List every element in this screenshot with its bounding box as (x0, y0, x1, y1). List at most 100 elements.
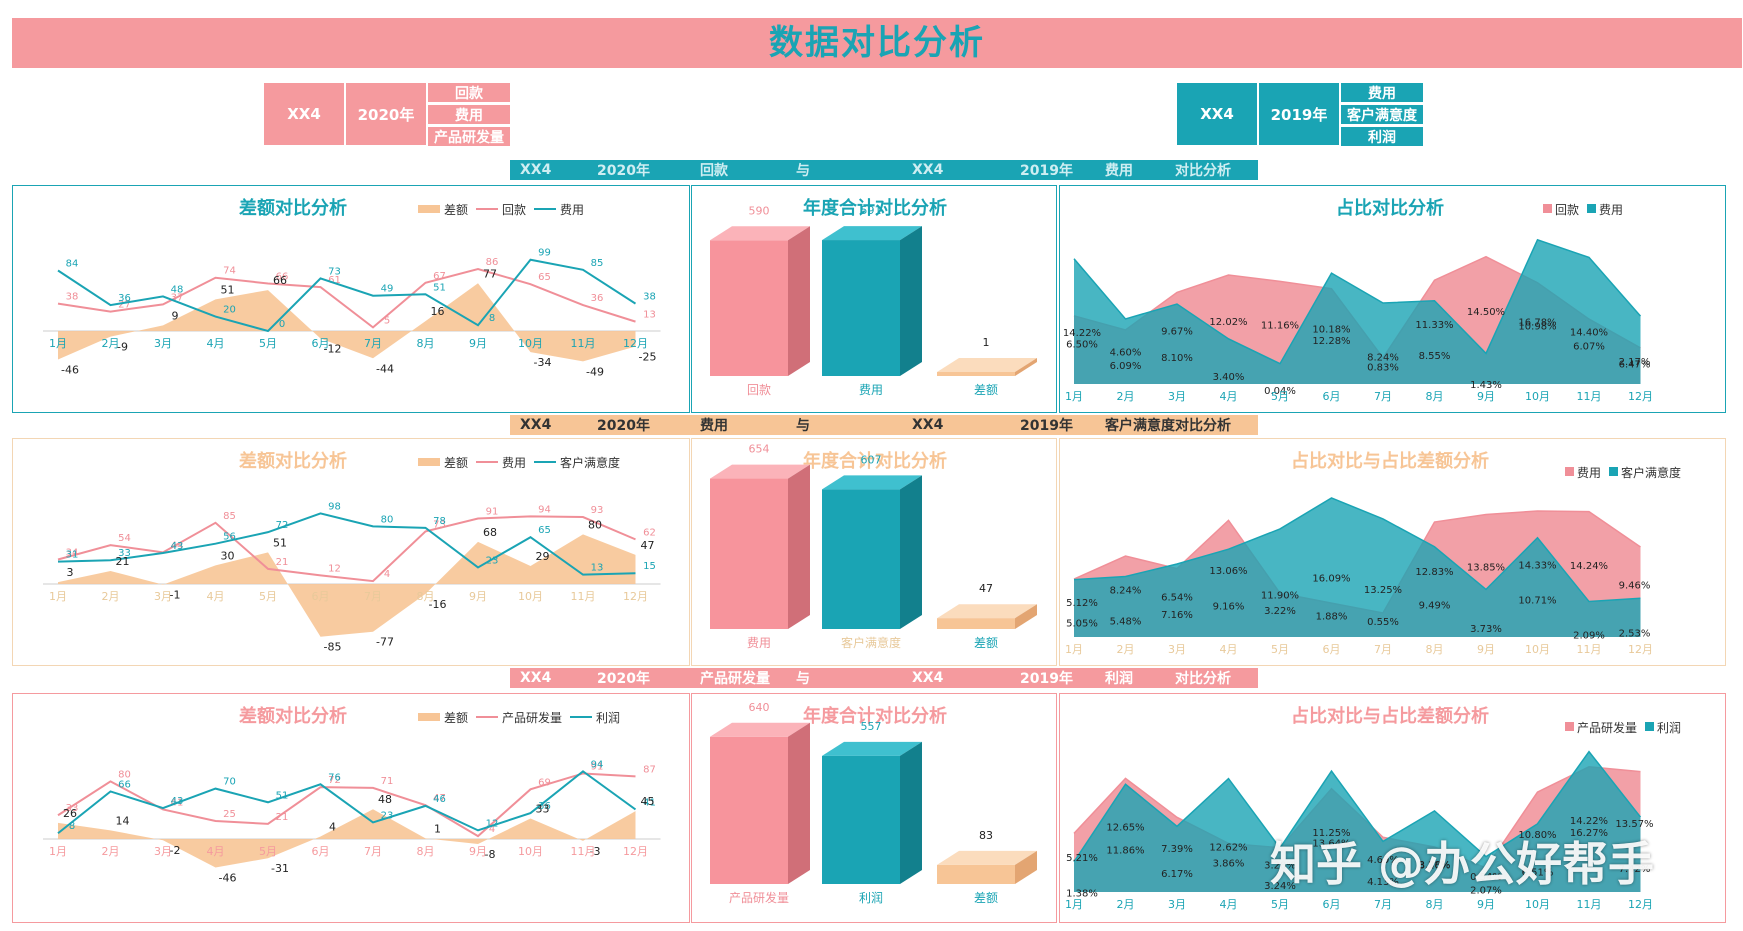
left-item-selector[interactable]: XX4 (264, 83, 344, 145)
ratio-label-b: 8.26% (1419, 860, 1451, 871)
data-label-a: 86 (486, 257, 499, 268)
legend-label: 费用 (1599, 203, 1623, 217)
x-tick-label: 10月 (518, 590, 543, 603)
diff-label: -8 (485, 848, 496, 861)
band-text: XX4 (520, 162, 552, 178)
legend-label: 回款 (502, 203, 526, 217)
right-year-selector[interactable]: 2019年 (1259, 83, 1339, 145)
x-tick-label: 5月 (1271, 390, 1289, 403)
ratio-label-a: 7.39% (1161, 844, 1193, 855)
legend-swatch (1543, 204, 1552, 213)
diff-label: -9 (117, 341, 128, 354)
x-tick-label: 6月 (1323, 898, 1341, 911)
right-item-selector[interactable]: XX4 (1177, 83, 1257, 145)
data-label-b: 73 (328, 266, 341, 277)
data-label-a: 87 (643, 764, 656, 775)
bar-side (788, 226, 810, 376)
data-label-a: 74 (223, 266, 236, 277)
diff-label: 66 (273, 274, 287, 287)
legend-label: 产品研发量 (1577, 720, 1637, 735)
left-option-1[interactable]: 回款 (428, 83, 510, 102)
ratio-label-b: 6.51% (1522, 868, 1554, 879)
ratio-label-b: 6.09% (1110, 361, 1142, 372)
diff-label: -46 (61, 364, 79, 377)
data-label-a: 67 (433, 271, 446, 282)
ratio-label-b: 14.22% (1063, 328, 1101, 339)
bar-value-label: 83 (979, 829, 993, 842)
legend-label: 客户满意度 (560, 455, 620, 470)
left-year-selector[interactable]: 2020年 (346, 83, 426, 145)
x-tick-label: 12月 (623, 845, 648, 858)
data-label-b: 84 (66, 259, 79, 270)
ratio-label-a: 5.12% (1066, 598, 1098, 609)
ratio-chart-title: 占比对比与占比差额分析 (1291, 450, 1489, 472)
x-tick-label: 12月 (1628, 643, 1653, 656)
ratio-label-b: 7.42% (1619, 864, 1651, 875)
diff-label: 80 (588, 518, 602, 531)
x-tick-label: 4月 (207, 845, 225, 858)
band-text: 客户满意度 (1105, 418, 1175, 434)
ratio-label-b: 16.09% (1312, 574, 1350, 585)
legend-label: 差额 (444, 456, 468, 470)
data-label-b: 33 (118, 548, 131, 559)
legend-label: 回款 (1555, 203, 1579, 217)
x-tick-label: 7月 (1374, 898, 1392, 911)
data-label-b: 41 (643, 797, 656, 808)
data-label-b: 48 (171, 284, 184, 295)
ratio-label-b: 7.16% (1161, 610, 1193, 621)
ratio-panel-1: 占比对比分析 回款 费用 6.50% 4.60% 9.67% 12.02% 11.16% 10.… (1059, 185, 1726, 413)
x-tick-label: 1月 (49, 337, 67, 350)
bar (710, 736, 788, 884)
ratio-label-b: 9.16% (1213, 602, 1245, 613)
diff-label: 33 (536, 803, 550, 816)
x-tick-label: 7月 (364, 845, 382, 858)
band-text: 对比分析 (1175, 671, 1231, 687)
right-option-2[interactable]: 客户满意度 (1341, 105, 1423, 124)
ratio-label-b: 13.25% (1364, 585, 1402, 596)
data-label-a: 5 (384, 315, 390, 326)
diff-label: 77 (483, 267, 497, 280)
data-label-a: 4 (489, 824, 495, 835)
data-label-b: 66 (118, 779, 131, 790)
data-label-a: 65 (538, 272, 551, 283)
bar-value-label: 47 (979, 582, 993, 595)
bar-top (710, 464, 810, 479)
x-tick-label: 7月 (1374, 390, 1392, 403)
data-label-b: 36 (118, 293, 131, 304)
band-text: 2019年 (1020, 418, 1073, 434)
x-tick-label: 9月 (1477, 390, 1495, 403)
series-line-b (57, 770, 637, 835)
x-tick-label: 10月 (1525, 643, 1550, 656)
data-label-a: 25 (223, 809, 236, 820)
data-label-b: 76 (328, 772, 341, 783)
legend-swatch (1609, 467, 1618, 476)
right-option-1[interactable]: 费用 (1341, 83, 1423, 102)
ratio-label-b: 12.28% (1312, 336, 1350, 347)
ratio-chart-title: 占比对比与占比差额分析 (1291, 705, 1489, 727)
data-label-b: 56 (223, 532, 236, 543)
x-tick-label: 5月 (1271, 898, 1289, 911)
x-tick-label: 5月 (259, 845, 277, 858)
total-chart-3: 年度合计对比分析 640 产品研发量 557 利润 83 差额 (710, 701, 1037, 905)
band-text: 与 (796, 671, 810, 687)
left-option-2[interactable]: 费用 (428, 105, 510, 124)
legend-label: 利润 (1657, 721, 1681, 735)
series-line-b (57, 258, 637, 333)
ratio-label-a: 9.67% (1161, 327, 1193, 338)
data-label-b: 36 (538, 801, 551, 812)
x-tick-label: 9月 (469, 845, 487, 858)
ratio-label-b: 3.40% (1213, 372, 1245, 383)
data-label-b: 43 (171, 541, 184, 552)
data-label-a: 44 (171, 540, 184, 551)
data-label-b: 13 (591, 563, 604, 574)
total-chart-title: 年度合计对比分析 (803, 705, 947, 727)
x-tick-label: 10月 (1525, 390, 1550, 403)
left-option-3[interactable]: 产品研发量 (428, 127, 510, 146)
data-label-b: 12 (486, 818, 499, 829)
right-option-3[interactable]: 利润 (1341, 127, 1423, 146)
x-tick-label: 7月 (364, 590, 382, 603)
legend-label: 差额 (444, 711, 468, 725)
ratio-label-b: 12.62% (1209, 843, 1247, 854)
ratio-label-a: 6.50% (1066, 340, 1098, 351)
